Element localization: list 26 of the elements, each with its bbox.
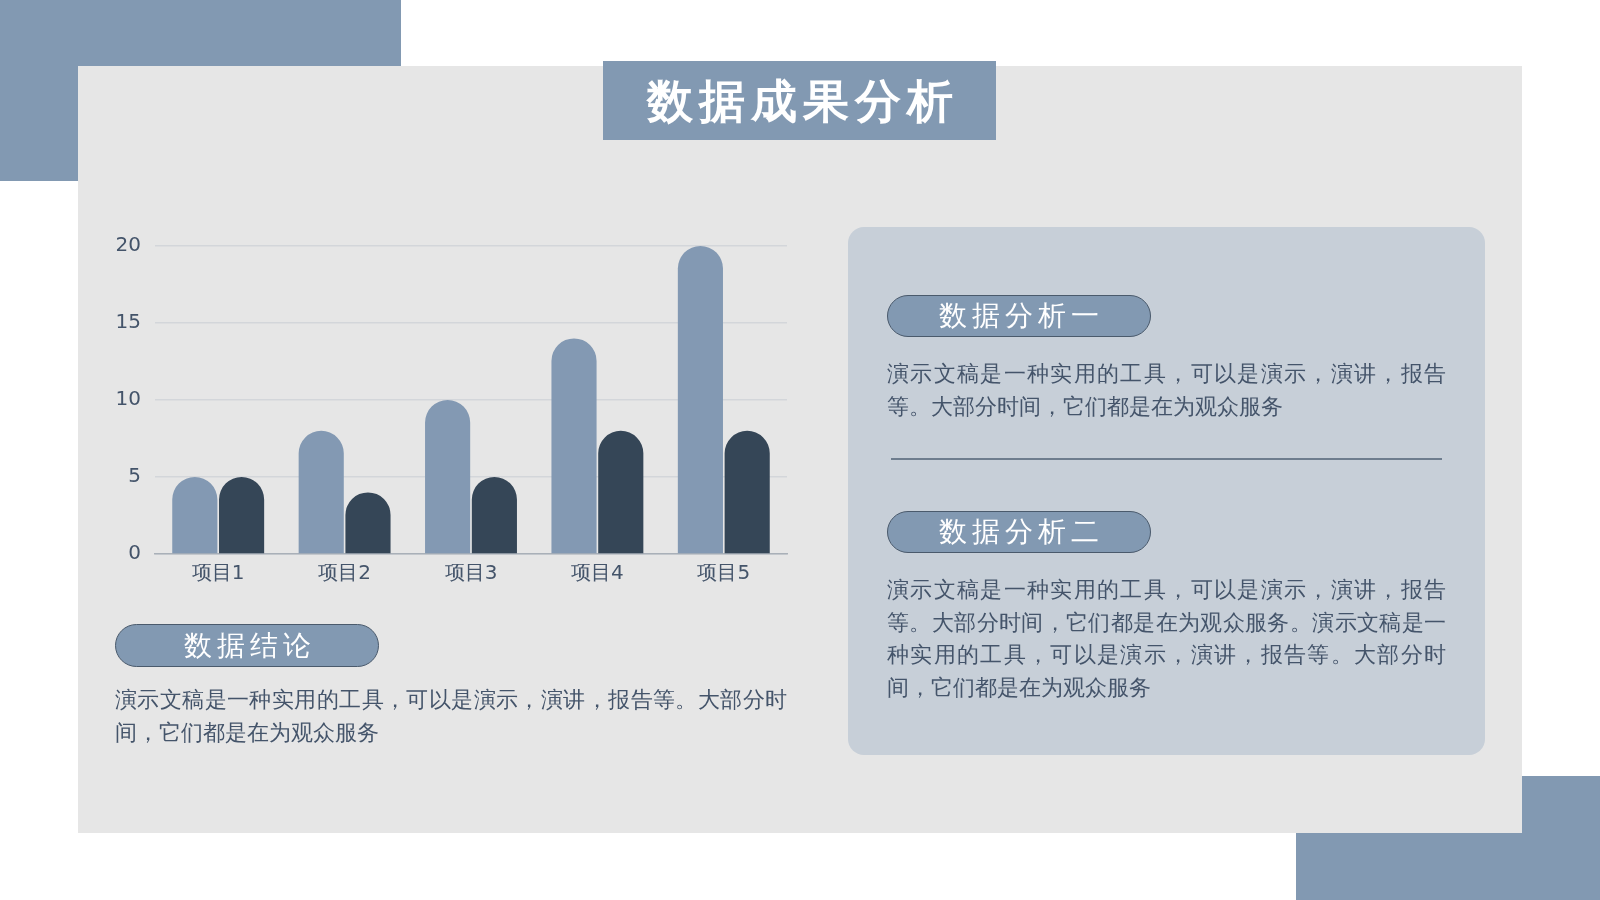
- bar: [724, 430, 770, 554]
- y-tick-label: 0: [128, 540, 141, 565]
- bar: [219, 477, 265, 554]
- x-tick-label: 项目4: [571, 560, 624, 585]
- bar: [298, 430, 344, 554]
- bar: [471, 477, 517, 554]
- x-tick-label: 项目2: [318, 560, 371, 585]
- x-tick-label: 项目1: [191, 560, 245, 585]
- y-tick-label: 15: [115, 309, 141, 334]
- y-tick-label: 20: [115, 232, 141, 257]
- bar: [551, 338, 597, 554]
- text: 演示文稿是一种实用的工具，可以是演示，演讲，报告等。大部分时间，它们都是在为观众服务: [115, 686, 787, 747]
- text: 数据分析二: [938, 515, 1104, 548]
- text: 演示文稿是一种实用的工具，可以是演示，演讲，报告等。大部分时间，它们都是在为观众服务。演示文稿是一种实用的工具，可以是演示，演讲，报告等。大部分时间，它们都是在为观众服务: [887, 576, 1446, 702]
- bar: [425, 400, 471, 554]
- bar: [172, 477, 218, 554]
- bar: [677, 246, 723, 554]
- text: 演示文稿是一种实用的工具，可以是演示，演讲，报告等。大部分时间，它们都是在为观众服务: [887, 360, 1446, 421]
- bar: [598, 430, 644, 554]
- x-tick-label: 项目5: [697, 560, 751, 585]
- y-tick-label: 5: [128, 463, 141, 488]
- text: 数据分析一: [938, 299, 1104, 332]
- text: 数据结论: [182, 628, 316, 662]
- chart-title: 数据成果分析: [645, 73, 959, 128]
- y-tick-label: 10: [115, 386, 141, 411]
- x-tick-label: 项目3: [444, 560, 498, 585]
